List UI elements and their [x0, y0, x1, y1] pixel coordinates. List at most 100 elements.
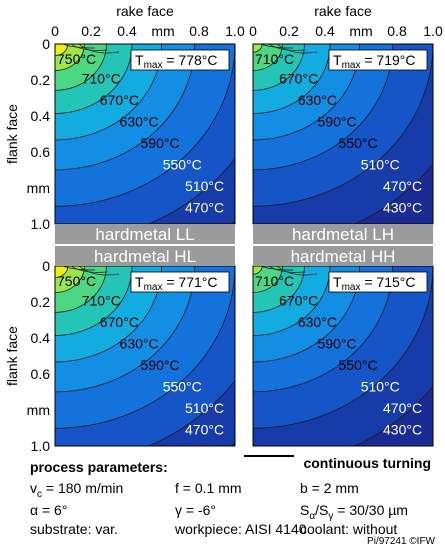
- x-tick-label: 1.0: [423, 23, 443, 39]
- y-tick-label: 1.0: [31, 216, 51, 232]
- y-tick-label: 1.0: [31, 438, 51, 454]
- banner-hl: [55, 246, 235, 266]
- y-tick-label: mm: [27, 180, 50, 196]
- tmax-box: [130, 49, 230, 71]
- hotspot-contour: [276, 266, 318, 276]
- isotherm-label: 470°C: [383, 400, 422, 416]
- tmax-box: [328, 49, 428, 71]
- x-tick-label: 0: [249, 23, 257, 39]
- x-tick-label: 0.4: [315, 23, 335, 39]
- isotherm-label: 710°C: [82, 71, 121, 87]
- process-parameters: process parameters: continuous turning v…: [0, 455, 445, 550]
- isotherm-band: [253, 266, 283, 293]
- y-axis-label-top: flank face: [4, 104, 20, 164]
- banner-lh: [253, 224, 433, 244]
- panels: 750°C 710°C 670°C 630°C 590°C 550°C 510°C 470°C…: [54, 43, 434, 455]
- tmax-label: Tmax = 719°C: [333, 52, 416, 71]
- isotherm-label: 630°C: [120, 336, 159, 352]
- isotherm-label: 510°C: [361, 379, 400, 395]
- isotherm-label: 470°C: [185, 422, 224, 438]
- param-vc: vc = 180 m/min: [30, 480, 124, 500]
- hotspot-contour: [70, 44, 108, 51]
- isotherm-label: 470°C: [185, 200, 224, 216]
- y-tick-label: 0.6: [31, 144, 51, 160]
- hotspot-contour: [78, 266, 120, 276]
- isotherm-label: 550°C: [339, 135, 378, 151]
- isotherm-label: 710°C: [255, 51, 294, 67]
- banner-hl-label: hardmetal HL: [94, 247, 196, 266]
- isotherm-label: 590°C: [141, 357, 180, 373]
- hotspot-contour: [78, 44, 120, 54]
- hotspot-contour: [268, 44, 306, 51]
- y-tick-label: 0.4: [31, 330, 51, 346]
- y-tick-label: 0: [42, 36, 50, 52]
- x-tick-label: mm: [151, 23, 174, 39]
- x-tick-label: 0.2: [279, 23, 299, 39]
- tmax-label: Tmax = 771°C: [135, 274, 218, 293]
- x-tick-label: mm: [349, 23, 372, 39]
- tmax-box: [328, 271, 428, 293]
- banner-ll: [55, 224, 235, 244]
- isotherm-label: 550°C: [163, 379, 202, 395]
- isotherm-band: [253, 44, 283, 71]
- isotherm-label: 550°C: [163, 157, 202, 173]
- contour-panel: 710°C 670°C 630°C 590°C 550°C 510°C 470°C 430°C: [253, 44, 433, 224]
- continuous-turning-label: continuous turning: [303, 455, 431, 471]
- banner-lh-label: hardmetal LH: [292, 225, 394, 244]
- footer-rule: [244, 455, 294, 457]
- hotspot-contour: [70, 266, 108, 273]
- hotspot-contour: [276, 44, 318, 54]
- isotherm-label: 710°C: [255, 273, 294, 289]
- banner-hh-label: hardmetal HH: [291, 247, 396, 266]
- param-s: Sα/Sγ = 30/30 µm: [300, 502, 408, 522]
- figure-reference: Pi/97241 ©IFW: [367, 536, 435, 547]
- isotherm-label: 670°C: [100, 314, 139, 330]
- tmax-box: [130, 271, 230, 293]
- x-tick-labels: 0 0.2 0.4 mm 0.8 1.0 0 0.2 0.4 mm 0.8 1.0: [51, 23, 443, 39]
- hotspot-contour: [268, 266, 306, 273]
- y-tick-label: 0.2: [31, 294, 51, 310]
- x-tick-label: 0.4: [117, 23, 137, 39]
- x-tick-label: 0.8: [189, 23, 209, 39]
- x-tick-label: 0.8: [387, 23, 407, 39]
- param-b: b = 2 mm: [300, 480, 359, 496]
- y-axis-label-bottom: flank face: [4, 326, 20, 386]
- param-alpha: α = 6°: [30, 502, 68, 518]
- x-tick-label: 0: [51, 23, 59, 39]
- isotherm-label: 430°C: [383, 422, 422, 438]
- isotherm-label: 630°C: [298, 92, 337, 108]
- param-f: f = 0.1 mm: [175, 480, 242, 496]
- x-tick-label: 1.0: [225, 23, 245, 39]
- y-tick-label: 0.4: [31, 108, 51, 124]
- isotherm-label: 750°C: [57, 273, 96, 289]
- isotherm-label: 470°C: [383, 178, 422, 194]
- banner-hh: [253, 246, 433, 266]
- param-coolant: coolant: without: [300, 521, 398, 537]
- isotherm-label: 510°C: [185, 178, 224, 194]
- x-tick-label: 0.2: [81, 23, 101, 39]
- x-axis-label-right: rake face: [314, 3, 372, 19]
- isotherm-label: 510°C: [361, 157, 400, 173]
- y-tick-label: mm: [27, 402, 50, 418]
- isotherm-label: 510°C: [185, 400, 224, 416]
- isotherm-label: 590°C: [318, 336, 357, 352]
- isotherm-label: 670°C: [279, 293, 318, 309]
- contour-panel: 710°C 670°C 630°C 590°C 550°C 510°C 470°C 430°C: [253, 266, 433, 446]
- tmax-label: Tmax = 715°C: [333, 274, 416, 293]
- param-substrate: substrate: var.: [30, 521, 118, 537]
- isotherm-label: 430°C: [383, 200, 422, 216]
- contour-panel: 750°C 710°C 670°C 630°C 590°C 550°C 510°C 470°C…: [55, 266, 235, 455]
- contour-figure: rake face rake face 0 0.2 0.4 mm 0.8 1.0 0 0.2 0…: [4, 3, 443, 455]
- isotherm-label: 670°C: [100, 92, 139, 108]
- isotherm-label: 430°C: [185, 221, 224, 237]
- params-title: process parameters:: [30, 459, 168, 475]
- y-tick-labels: 0 0.2 0.4 0.6 mm 1.0 0 0.2 0.4 0.6 mm 1.0: [27, 36, 51, 454]
- isotherm-label: 430°C: [185, 443, 224, 455]
- isotherm-label: 590°C: [318, 114, 357, 130]
- banner-ll-label: hardmetal LL: [95, 225, 194, 244]
- y-tick-label: 0: [42, 258, 50, 274]
- param-gamma: γ = -6°: [175, 502, 217, 518]
- contour-panel: 750°C 710°C 670°C 630°C 590°C 550°C 510°C 470°C…: [55, 44, 235, 237]
- isotherm-label: 670°C: [279, 71, 318, 87]
- param-workpiece: workpiece: AISI 4140: [175, 521, 307, 537]
